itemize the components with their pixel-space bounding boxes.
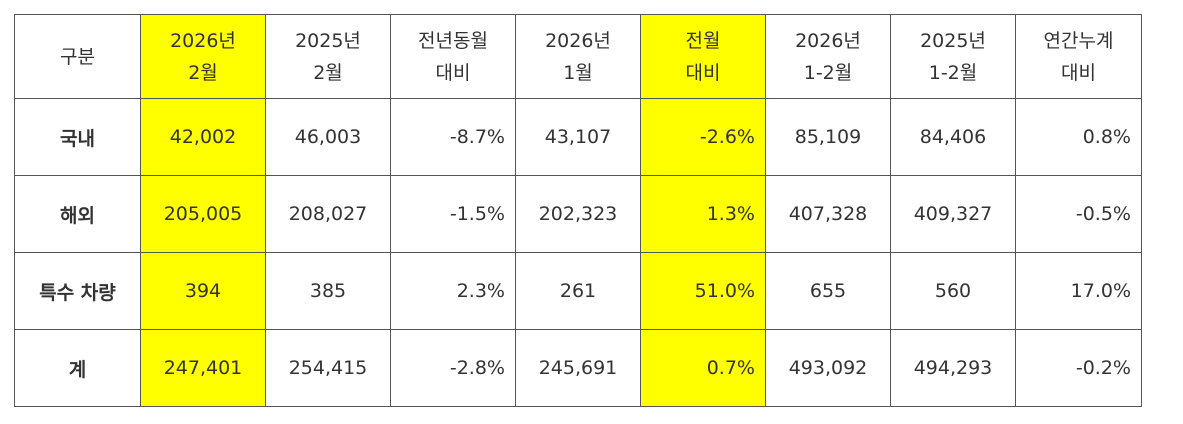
table-cell: 245,691 <box>515 329 641 407</box>
row-label: 계 <box>14 329 141 407</box>
header-cell: 2025년 2월 <box>265 14 391 99</box>
header-cell: 구분 <box>14 14 141 99</box>
header-cell: 2025년 1-2월 <box>890 14 1016 99</box>
table-cell: -2.6% <box>640 98 766 176</box>
table-cell: 394 <box>140 252 266 330</box>
table-cell: 655 <box>765 252 891 330</box>
header-text: 2월 <box>188 61 218 84</box>
table-cell: 84,406 <box>890 98 1016 176</box>
table-cell: 247,401 <box>140 329 266 407</box>
table-cell: 205,005 <box>140 175 266 253</box>
header-text: 2월 <box>313 61 343 84</box>
table-cell: -1.5% <box>390 175 516 253</box>
table-cell: -0.5% <box>1015 175 1142 253</box>
table-cell: 85,109 <box>765 98 891 176</box>
table-row: 계 247,401 254,415 -2.8% 245,691 0.7% 493,092 49… <box>14 329 1142 407</box>
table-row: 특수 차량 394 385 2.3% 261 51.0% 655 560 17.0% <box>14 252 1142 330</box>
table-cell: 202,323 <box>515 175 641 253</box>
table-cell: 0.7% <box>640 329 766 407</box>
table-cell: 0.8% <box>1015 98 1142 176</box>
table-row: 국내 42,002 46,003 -8.7% 43,107 -2.6% 85,109 84,4… <box>14 98 1142 176</box>
row-label: 특수 차량 <box>14 252 141 330</box>
header-text: 대비 <box>685 61 721 84</box>
table-cell: 1.3% <box>640 175 766 253</box>
table-cell: 51.0% <box>640 252 766 330</box>
table-row: 해외 205,005 208,027 -1.5% 202,323 1.3% 407,328 4… <box>14 175 1142 253</box>
table-cell: 46,003 <box>265 98 391 176</box>
table-cell: 43,107 <box>515 98 641 176</box>
header-text: 1-2월 <box>803 61 853 84</box>
header-text: 1-2월 <box>928 61 978 84</box>
header-text: 2025년 <box>920 29 986 52</box>
header-text: 2026년 <box>795 29 861 52</box>
header-text: 대비 <box>435 61 471 84</box>
table-cell: 208,027 <box>265 175 391 253</box>
table-cell: 560 <box>890 252 1016 330</box>
header-text: 대비 <box>1061 61 1096 84</box>
table-cell: -0.2% <box>1015 329 1142 407</box>
table-cell: 407,328 <box>765 175 891 253</box>
row-label: 해외 <box>14 175 141 253</box>
table-cell: 409,327 <box>890 175 1016 253</box>
table-cell: 17.0% <box>1015 252 1142 330</box>
table-cell: 494,293 <box>890 329 1016 407</box>
table-cell: 493,092 <box>765 329 891 407</box>
header-text: 구분 <box>60 45 95 68</box>
table-cell: 254,415 <box>265 329 391 407</box>
header-text: 2026년 <box>545 29 611 52</box>
header-text: 전년동월 <box>418 29 488 52</box>
table-cell: 42,002 <box>140 98 266 176</box>
table-cell: -8.7% <box>390 98 516 176</box>
table-cell: 2.3% <box>390 252 516 330</box>
table-cell: -2.8% <box>390 329 516 407</box>
header-text: 1월 <box>563 61 593 84</box>
header-cell: 2026년 2월 <box>140 14 266 99</box>
table-cell: 261 <box>515 252 641 330</box>
header-text: 2026년 <box>170 29 236 52</box>
header-text: 전월 <box>685 29 721 52</box>
header-text: 연간누계 <box>1043 29 1114 52</box>
table-cell: 385 <box>265 252 391 330</box>
table-body: 국내 42,002 46,003 -8.7% 43,107 -2.6% 85,109 84,4… <box>14 98 1142 407</box>
row-label: 국내 <box>14 98 141 176</box>
header-cell: 2026년 1-2월 <box>765 14 891 99</box>
header-cell: 2026년 1월 <box>515 14 641 99</box>
header-text: 2025년 <box>295 29 361 52</box>
